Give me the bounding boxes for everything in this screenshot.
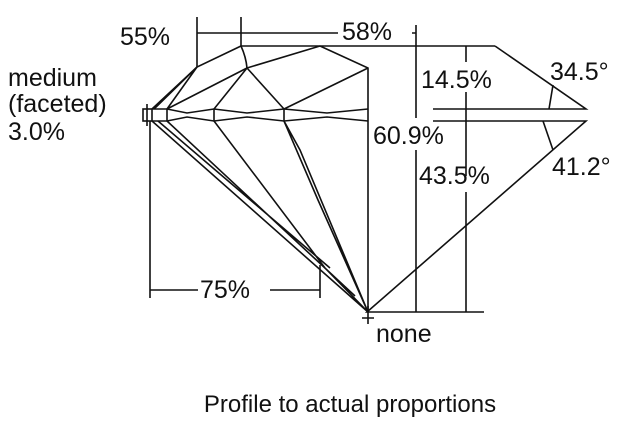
angle-arcs bbox=[542, 84, 554, 151]
table-span-label: 58% bbox=[342, 18, 392, 46]
caption: Profile to actual proportions bbox=[204, 391, 496, 418]
pavilion-depth-label: 43.5% bbox=[419, 162, 490, 190]
crown-angle-label: 34.5° bbox=[550, 58, 609, 86]
girdle-thickness-label: 3.0% bbox=[8, 118, 65, 146]
proportion-outline bbox=[362, 25, 589, 324]
lower-half-bracket bbox=[149, 121, 321, 298]
culet-label: none bbox=[376, 320, 432, 348]
total-depth-label: 60.9% bbox=[373, 122, 444, 150]
culet-mark bbox=[362, 306, 374, 324]
girdle-label-line1: medium bbox=[8, 64, 97, 92]
diamond-crown bbox=[151, 45, 495, 312]
diamond-pavilion bbox=[151, 120, 369, 313]
girdle-label-line2: (faceted) bbox=[8, 90, 107, 118]
lower-half-label: 75% bbox=[200, 276, 250, 304]
table-width-label: 55% bbox=[120, 23, 170, 51]
crown-height-label: 14.5% bbox=[421, 66, 492, 94]
pavilion-angle-label: 41.2° bbox=[552, 153, 611, 181]
diamond-girdle bbox=[142, 104, 369, 126]
